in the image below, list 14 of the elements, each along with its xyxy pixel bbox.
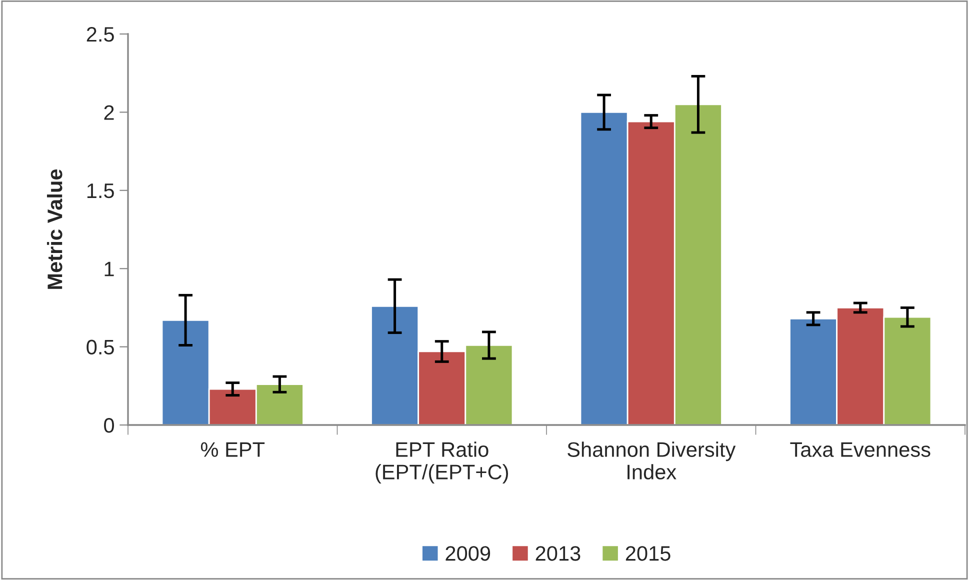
y-tick-label: 2.5	[86, 27, 114, 42]
y-tick-label: 0	[104, 418, 114, 433]
legend-label: 2015	[626, 546, 670, 561]
legend-label: 2013	[536, 546, 580, 561]
y-tick-label: 0.5	[86, 340, 114, 355]
x-tick-label: % EPT	[200, 442, 265, 457]
x-tick-label: EPT Ratio (EPT/(EPT+C)	[376, 442, 508, 484]
x-tick-label: Taxa Evenness	[790, 442, 930, 457]
x-tick-label: Shannon Diversity Index	[568, 442, 736, 480]
legend-label: 2009	[446, 546, 490, 561]
y-tick-label: 2	[104, 105, 114, 120]
y-tick-label: 1	[104, 262, 114, 276]
y-axis-title: Metric Value	[46, 169, 62, 289]
y-tick-label: 1.5	[87, 184, 114, 198]
